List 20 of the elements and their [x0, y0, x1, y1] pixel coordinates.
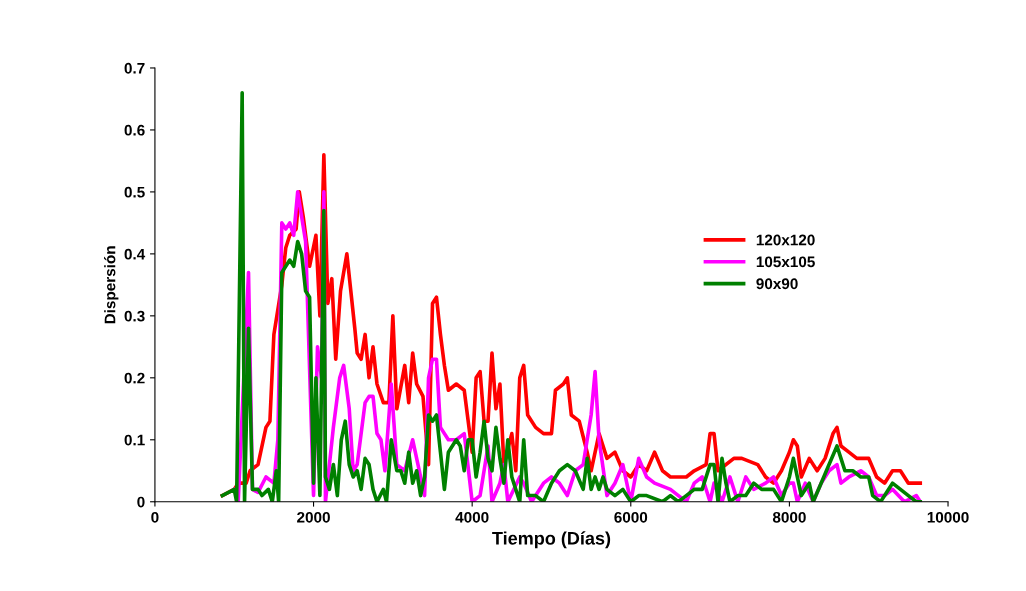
- line-series: [220, 90, 923, 502]
- x-tick-label: 6000: [614, 511, 648, 523]
- y-tick-label: 0: [137, 496, 145, 508]
- y-tick-label: 0.6: [124, 124, 145, 136]
- x-tick-label: 8000: [772, 511, 806, 523]
- y-tick-label: 0.1: [124, 434, 145, 446]
- y-tick-label: 0.2: [124, 372, 145, 384]
- x-axis-title: Tiempo (Días): [492, 531, 611, 549]
- x-tick-label: 0: [151, 511, 159, 523]
- x-tick-label: 2000: [297, 511, 330, 523]
- y-tick-label: 0.7: [124, 62, 145, 74]
- x-tick-label: 4000: [455, 511, 489, 523]
- legend-label: 90x90: [756, 278, 798, 290]
- y-tick-label: 0.4: [124, 248, 146, 260]
- x-tick-label: 10000: [927, 511, 969, 523]
- y-axis-title: Dispersión: [104, 246, 119, 324]
- legend-label: 105x105: [756, 256, 815, 268]
- y-tick-label: 0.3: [124, 310, 145, 322]
- y-tick-label: 0.5: [124, 186, 145, 198]
- legend-label: 120x120: [756, 234, 815, 246]
